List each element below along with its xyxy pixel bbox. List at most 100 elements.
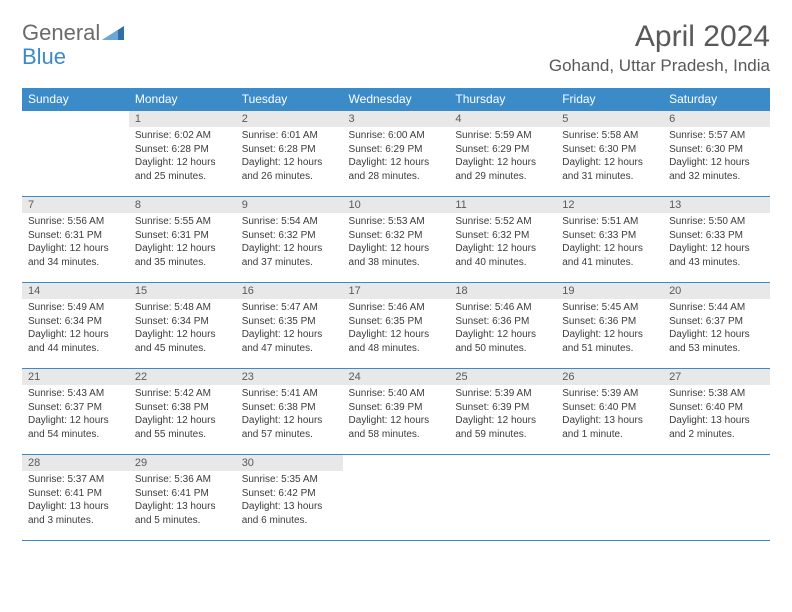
day-cell: 13Sunrise: 5:50 AMSunset: 6:33 PMDayligh… [663,197,770,283]
sunrise-text: Sunrise: 5:47 AM [242,301,337,315]
weekday-header: Thursday [449,88,556,111]
sunset-text: Sunset: 6:30 PM [562,143,657,157]
day-details: Sunrise: 5:46 AMSunset: 6:35 PMDaylight:… [343,299,450,359]
sunset-text: Sunset: 6:42 PM [242,487,337,501]
day-details: Sunrise: 5:54 AMSunset: 6:32 PMDaylight:… [236,213,343,273]
sunset-text: Sunset: 6:34 PM [28,315,123,329]
daylight-text: Daylight: 12 hours and 43 minutes. [669,242,764,269]
sunrise-text: Sunrise: 5:38 AM [669,387,764,401]
sunset-text: Sunset: 6:37 PM [28,401,123,415]
sunset-text: Sunset: 6:38 PM [242,401,337,415]
calendar-table: Sunday Monday Tuesday Wednesday Thursday… [22,88,770,541]
day-details: Sunrise: 5:51 AMSunset: 6:33 PMDaylight:… [556,213,663,273]
daylight-text: Daylight: 12 hours and 37 minutes. [242,242,337,269]
sunset-text: Sunset: 6:34 PM [135,315,230,329]
day-number: 21 [22,369,129,385]
day-cell: 27Sunrise: 5:38 AMSunset: 6:40 PMDayligh… [663,369,770,455]
day-details: Sunrise: 5:52 AMSunset: 6:32 PMDaylight:… [449,213,556,273]
day-cell: 21 Sunrise: 5:43 AMSunset: 6:37 PMDayligh… [22,369,129,455]
day-number [556,455,663,459]
day-cell: 26 Sunrise: 5:39 AMSunset: 6:40 PMDayligh… [556,369,663,455]
daylight-text: Daylight: 12 hours and 51 minutes. [562,328,657,355]
daylight-text: Daylight: 12 hours and 45 minutes. [135,328,230,355]
day-number: 25 [449,369,556,385]
sunrise-text: Sunrise: 5:42 AM [135,387,230,401]
sunrise-text: Sunrise: 5:39 AM [562,387,657,401]
sunrise-text: Sunrise: 5:54 AM [242,215,337,229]
day-cell: 15Sunrise: 5:48 AMSunset: 6:34 PMDayligh… [129,283,236,369]
sunrise-text: Sunrise: 5:52 AM [455,215,550,229]
day-details: Sunrise: 5:55 AMSunset: 6:31 PMDaylight:… [129,213,236,273]
day-number: 24 [343,369,450,385]
day-cell: 6Sunrise: 5:57 AMSunset: 6:30 PMDaylight… [663,111,770,197]
day-number: 16 [236,283,343,299]
sunrise-text: Sunrise: 5:44 AM [669,301,764,315]
daylight-text: Daylight: 12 hours and 32 minutes. [669,156,764,183]
day-cell: 8Sunrise: 5:55 AMSunset: 6:31 PMDaylight… [129,197,236,283]
daylight-text: Daylight: 12 hours and 47 minutes. [242,328,337,355]
day-cell: 28Sunrise: 5:37 AMSunset: 6:41 PMDayligh… [22,455,129,541]
sunrise-text: Sunrise: 5:40 AM [349,387,444,401]
day-cell [449,455,556,541]
day-cell: 16Sunrise: 5:47 AMSunset: 6:35 PMDayligh… [236,283,343,369]
sunrise-text: Sunrise: 5:43 AM [28,387,123,401]
sunrise-text: Sunrise: 5:53 AM [349,215,444,229]
daylight-text: Daylight: 12 hours and 53 minutes. [669,328,764,355]
day-number: 3 [343,111,450,127]
sunrise-text: Sunrise: 5:57 AM [669,129,764,143]
sunset-text: Sunset: 6:41 PM [135,487,230,501]
day-details: Sunrise: 5:35 AMSunset: 6:42 PMDaylight:… [236,471,343,531]
day-cell [663,455,770,541]
sunrise-text: Sunrise: 5:45 AM [562,301,657,315]
sunset-text: Sunset: 6:38 PM [135,401,230,415]
daylight-text: Daylight: 12 hours and 40 minutes. [455,242,550,269]
day-cell: 11Sunrise: 5:52 AMSunset: 6:32 PMDayligh… [449,197,556,283]
day-number [22,111,129,115]
day-details: Sunrise: 5:56 AMSunset: 6:31 PMDaylight:… [22,213,129,273]
day-details: Sunrise: 5:53 AMSunset: 6:32 PMDaylight:… [343,213,450,273]
day-number: 26 [556,369,663,385]
day-cell: 24Sunrise: 5:40 AMSunset: 6:39 PMDayligh… [343,369,450,455]
brand-triangle-icon [102,22,124,45]
daylight-text: Daylight: 13 hours and 3 minutes. [28,500,123,527]
sunset-text: Sunset: 6:31 PM [28,229,123,243]
day-cell: 18Sunrise: 5:46 AMSunset: 6:36 PMDayligh… [449,283,556,369]
day-number: 7 [22,197,129,213]
day-details: Sunrise: 5:59 AMSunset: 6:29 PMDaylight:… [449,127,556,187]
sunset-text: Sunset: 6:28 PM [242,143,337,157]
daylight-text: Daylight: 12 hours and 59 minutes. [455,414,550,441]
day-number [449,455,556,459]
weekday-header: Sunday [22,88,129,111]
day-cell: 3Sunrise: 6:00 AMSunset: 6:29 PMDaylight… [343,111,450,197]
day-details: Sunrise: 5:50 AMSunset: 6:33 PMDaylight:… [663,213,770,273]
daylight-text: Daylight: 12 hours and 57 minutes. [242,414,337,441]
sunset-text: Sunset: 6:32 PM [455,229,550,243]
sunrise-text: Sunrise: 5:36 AM [135,473,230,487]
sunrise-text: Sunrise: 5:46 AM [455,301,550,315]
week-row: 1Sunrise: 6:02 AMSunset: 6:28 PMDaylight… [22,111,770,197]
sunrise-text: Sunrise: 5:55 AM [135,215,230,229]
day-number: 4 [449,111,556,127]
day-cell: 19Sunrise: 5:45 AMSunset: 6:36 PMDayligh… [556,283,663,369]
daylight-text: Daylight: 12 hours and 38 minutes. [349,242,444,269]
day-number: 12 [556,197,663,213]
day-details: Sunrise: 5:44 AMSunset: 6:37 PMDaylight:… [663,299,770,359]
day-number: 19 [556,283,663,299]
calendar-page: General April 2024 Gohand, Uttar Pradesh… [0,0,792,561]
daylight-text: Daylight: 12 hours and 26 minutes. [242,156,337,183]
sunset-text: Sunset: 6:40 PM [562,401,657,415]
brand-blue-wrap: Blue [22,44,66,70]
daylight-text: Daylight: 13 hours and 1 minute. [562,414,657,441]
sunrise-text: Sunrise: 6:02 AM [135,129,230,143]
day-number: 23 [236,369,343,385]
sunrise-text: Sunrise: 6:00 AM [349,129,444,143]
day-number: 30 [236,455,343,471]
weekday-header: Saturday [663,88,770,111]
daylight-text: Daylight: 12 hours and 58 minutes. [349,414,444,441]
weekday-header: Wednesday [343,88,450,111]
day-cell: 22Sunrise: 5:42 AMSunset: 6:38 PMDayligh… [129,369,236,455]
day-details: Sunrise: 5:38 AMSunset: 6:40 PMDaylight:… [663,385,770,445]
daylight-text: Daylight: 12 hours and 54 minutes. [28,414,123,441]
day-number [343,455,450,459]
day-details: Sunrise: 5:46 AMSunset: 6:36 PMDaylight:… [449,299,556,359]
